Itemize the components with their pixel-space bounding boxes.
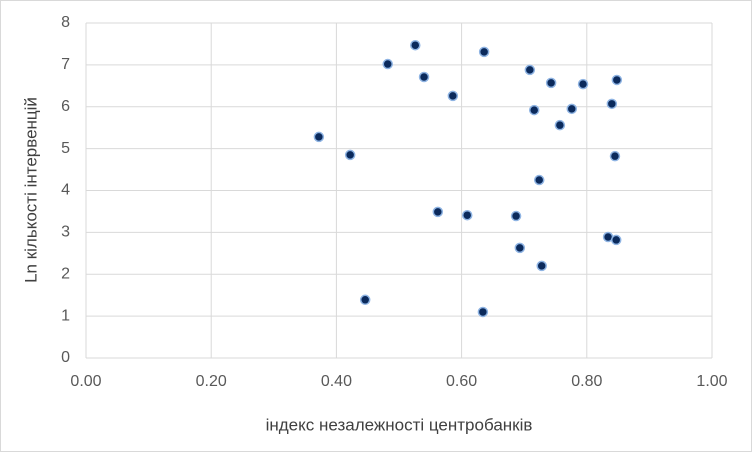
point [447, 90, 459, 102]
point [477, 306, 489, 318]
y-tick-label: 3 [61, 224, 70, 241]
y-tick-label: 1 [61, 307, 70, 324]
x-tick-label: 0.20 [196, 373, 227, 390]
point [566, 103, 578, 115]
y-tick-label: 7 [61, 56, 70, 73]
point [536, 260, 547, 272]
x-tick-label: 0.00 [70, 373, 101, 390]
point [432, 206, 444, 218]
point [510, 210, 522, 222]
y-tick-label: 0 [61, 349, 70, 366]
x-tick-label: 0.40 [321, 373, 352, 390]
point [524, 64, 536, 76]
point [461, 209, 473, 221]
point [418, 71, 430, 83]
y-tick-label: 2 [61, 265, 70, 282]
x-axis-title: індекс незалежності центробанків [266, 415, 533, 434]
point [554, 119, 566, 131]
y-tick-label: 8 [61, 14, 70, 31]
point [577, 78, 589, 90]
point [344, 149, 356, 161]
point [478, 46, 490, 58]
point [611, 74, 623, 86]
point [609, 150, 621, 162]
point [382, 58, 393, 70]
point [606, 98, 618, 110]
y-axis-title: Ln кількості інтервенцій [21, 97, 40, 283]
point [359, 294, 371, 306]
y-tick-label: 6 [61, 98, 70, 115]
y-tick-label: 5 [61, 140, 70, 157]
point [545, 77, 557, 89]
point [528, 104, 540, 116]
point [610, 234, 622, 246]
point [533, 174, 545, 186]
point [514, 242, 526, 254]
x-tick-label: 0.80 [571, 373, 602, 390]
point [410, 39, 421, 51]
y-tick-label: 4 [61, 182, 70, 199]
point [313, 131, 325, 143]
x-tick-label: 0.60 [446, 373, 477, 390]
x-tick-label: 1.00 [696, 373, 727, 390]
